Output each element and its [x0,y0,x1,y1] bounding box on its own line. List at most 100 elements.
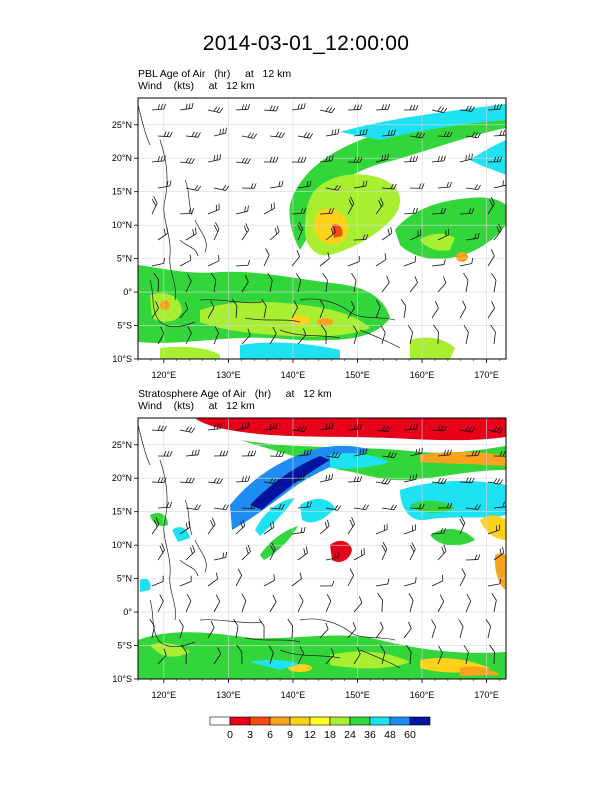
wind-barb [319,422,334,431]
wind-barb [263,105,279,112]
wind-barb [347,568,354,587]
wind-barb [351,272,357,293]
wind-barb [263,156,279,163]
colorbar-level-label: 3 [247,729,253,741]
wind-barb [465,131,481,139]
wind-barb [213,594,221,613]
wind-barb [463,645,469,665]
wind-barb [179,207,195,215]
wind-barb [297,449,312,457]
colorbar-swatch [369,716,391,726]
x-tick-label: 170°E [474,690,499,700]
wind-barb [437,645,443,665]
colorbar-swatch [389,716,411,726]
wind-barb [458,619,464,639]
wind-barb [269,542,276,561]
wind-barb [157,131,173,138]
wind-barb [291,156,307,163]
wind-barb [241,132,258,139]
panel2-fill [138,418,506,679]
wind-barb [157,227,169,241]
colorbar-level-label: 18 [324,729,336,741]
wind-barb [325,128,340,137]
wind-barb [151,103,166,111]
wind-barb [381,129,396,137]
y-tick-label: 10°N [112,220,132,230]
panel1-field-label: PBL Age of Air (hr) at 12 km [138,68,292,80]
wind-barb [269,180,284,189]
colorbar-swatch [289,716,311,726]
wind-barb [463,325,469,345]
wind-barb [381,226,393,241]
wind-barb [485,619,491,639]
wind-barb [149,619,155,639]
wind-barb [353,234,369,241]
wind-barb [437,228,450,241]
wind-barb [185,131,201,138]
colorbar-swatch [269,716,291,726]
wind-barb [465,593,472,613]
wind-barb [269,503,285,510]
wind-barb [151,575,164,587]
wind-barb [325,452,341,459]
wind-barb [179,157,195,164]
wind-barb [493,223,502,241]
wind-barb [297,180,312,189]
wind-barb [213,185,230,191]
y-tick-label: 15°N [112,507,132,517]
panel2-field-label: Stratosphere Age of Air (hr) at 12 km [138,388,332,400]
wind-barb [353,646,361,665]
wind-barb [213,450,229,457]
wind-barb [487,301,495,319]
wind-barb [375,621,384,639]
wind-barb [347,104,363,111]
wind-barb [409,503,425,510]
panel2-map: 120°E 130°E 140°E 150°E 160°E 170°E 25°N 20°N 15… [112,417,507,700]
x-tick-label: 140°E [281,370,306,380]
wind-barb [269,225,280,241]
wind-barb [493,501,506,509]
panel2-wind-label: Wind (kts) at 12 km [138,400,255,412]
wind-barb [487,103,503,111]
wind-barb [459,105,475,112]
wind-barb [465,554,481,561]
wind-barb [380,325,386,345]
wind-barb [381,275,390,293]
wind-barb [241,328,251,345]
colorbar-swatch [249,716,271,726]
wind-barb [291,103,306,111]
wind-barb [375,299,381,319]
y-tick-label: 10°N [112,540,132,550]
wind-barb [381,504,397,511]
wind-barb [319,519,330,535]
wind-barb [403,474,418,483]
wind-barb [431,301,439,319]
wind-barb [409,447,423,457]
wind-barb [431,574,444,587]
wind-barb [235,205,249,215]
wind-barb [431,477,447,485]
wind-barb [269,594,277,613]
wind-barb [375,523,388,535]
wind-barb [297,594,304,613]
wind-barb [153,272,160,293]
wind-barb [353,504,369,510]
x-tick-label: 160°E [410,690,435,700]
wind-barb [465,504,481,510]
wind-barb [213,552,228,561]
wind-barb [403,156,419,163]
wind-barb [213,504,229,511]
wind-barb [487,426,504,434]
wind-barb [185,594,192,613]
x-tick-label: 130°E [216,690,241,700]
wind-barb [459,477,475,484]
colorbar-level-label: 36 [364,729,376,741]
wind-barb [297,546,308,561]
colorbar-level-label: 6 [267,729,273,741]
wind-barb [409,275,418,293]
wind-barb [235,104,251,111]
wind-barb [347,157,363,163]
wind-barb [207,300,215,319]
wind-barb [268,645,274,665]
wind-barb [403,577,417,587]
